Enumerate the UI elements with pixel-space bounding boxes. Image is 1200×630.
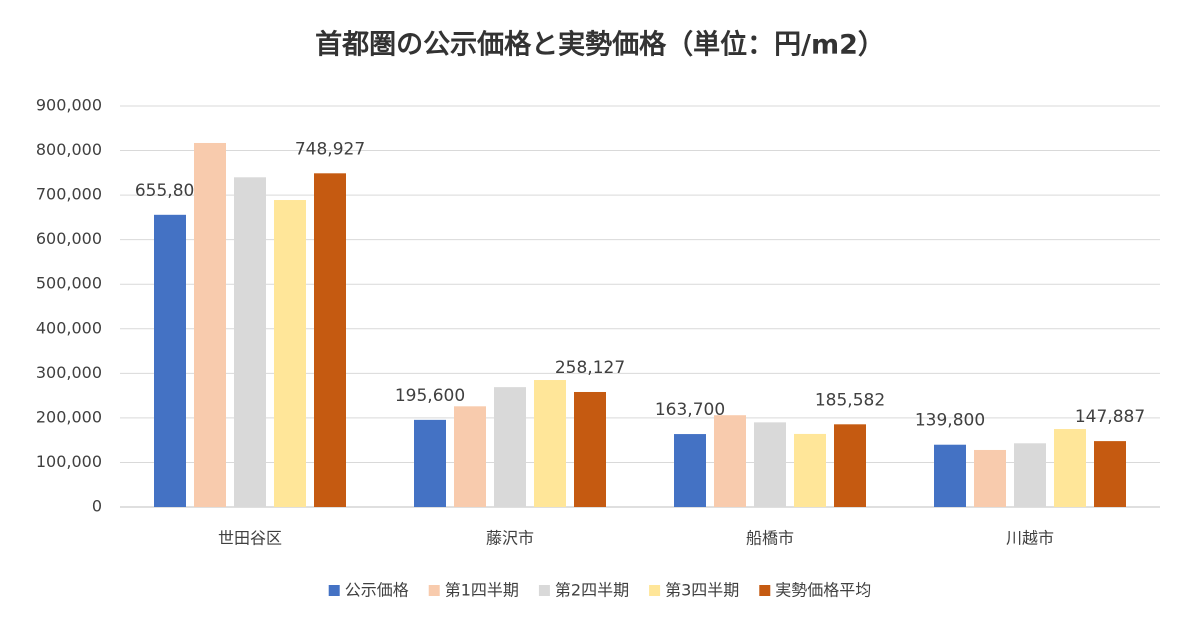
- y-tick-label: 100,000: [36, 452, 102, 471]
- bar: [794, 433, 826, 507]
- y-tick-label: 200,000: [36, 407, 102, 426]
- bar: [274, 200, 306, 508]
- data-label: 147,887: [1075, 407, 1145, 427]
- bar: [234, 177, 266, 508]
- x-tick-label: 船橋市: [746, 529, 794, 548]
- y-tick-label: 300,000: [36, 363, 102, 382]
- bar: [754, 422, 786, 507]
- y-tick-label: 600,000: [36, 229, 102, 248]
- y-tick-label: 900,000: [36, 96, 102, 115]
- bar: [974, 449, 1006, 507]
- bar: [454, 406, 486, 507]
- x-tick-label: 世田谷区: [218, 529, 282, 548]
- y-tick-label: 400,000: [36, 318, 102, 337]
- data-label: 185,582: [815, 390, 885, 410]
- chart-title: 首都圏の公示価格と実勢価格（単位：円/m2）: [315, 29, 885, 61]
- bar: [1094, 441, 1126, 507]
- y-tick-label: 500,000: [36, 274, 102, 293]
- data-label: 655,800: [135, 181, 205, 201]
- x-tick-label: 川越市: [1006, 529, 1054, 548]
- bar: [574, 391, 606, 507]
- legend-label: 第3四半期: [665, 581, 739, 600]
- bar: [1014, 443, 1046, 507]
- data-label: 195,600: [395, 386, 465, 406]
- legend-swatch: [538, 585, 550, 596]
- data-label: 139,800: [915, 411, 985, 431]
- bar: [414, 419, 446, 507]
- data-label: 163,700: [655, 400, 725, 420]
- bar: [314, 173, 346, 508]
- legend-swatch: [649, 585, 661, 596]
- legend-label: 公示価格: [345, 581, 409, 600]
- bar: [194, 142, 226, 507]
- legend-swatch: [428, 585, 440, 596]
- y-tick-label: 800,000: [36, 140, 102, 159]
- bar: [934, 444, 966, 507]
- data-label: 258,127: [555, 358, 625, 378]
- legend-swatch: [328, 585, 340, 596]
- bar: [674, 434, 706, 507]
- bar: [154, 214, 186, 507]
- y-tick-label: 0: [92, 497, 102, 516]
- bar: [834, 424, 866, 507]
- data-label: 748,927: [295, 139, 365, 159]
- bar: [714, 415, 746, 507]
- legend-swatch: [759, 585, 771, 596]
- legend-label: 第1四半期: [445, 581, 519, 600]
- bar: [534, 380, 566, 507]
- y-tick-label: 700,000: [36, 185, 102, 204]
- legend-label: 第2四半期: [555, 581, 629, 600]
- legend-label: 実勢価格平均: [775, 581, 871, 600]
- bar: [1054, 429, 1086, 507]
- bar: [494, 387, 526, 507]
- x-tick-label: 藤沢市: [486, 529, 534, 548]
